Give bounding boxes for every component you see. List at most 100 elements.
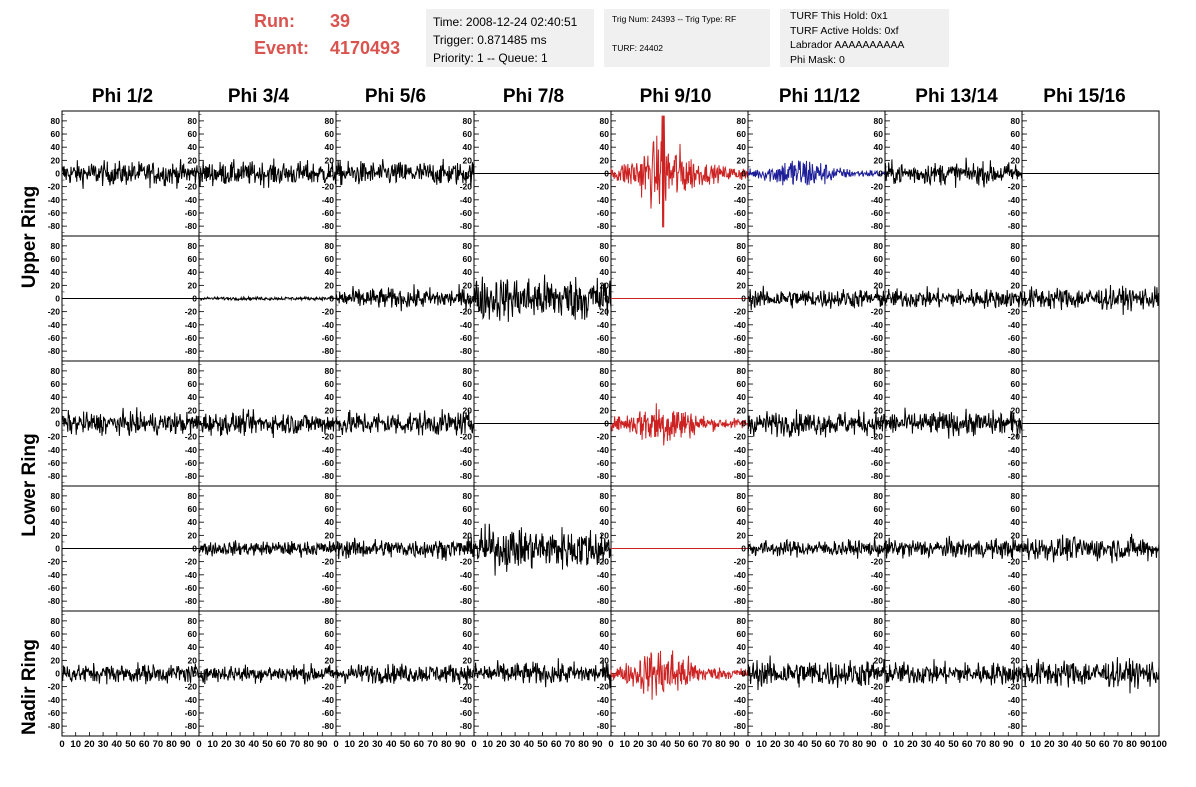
y-tick-label: 20: [463, 655, 473, 665]
x-tick-label: 90: [180, 739, 191, 750]
y-tick-label: 20: [325, 530, 335, 540]
column-title-phi-1-2: Phi 1/2: [91, 86, 154, 107]
y-tick-label: -40: [871, 445, 884, 455]
x-tick-label: 40: [524, 739, 535, 750]
x-tick-label: 40: [386, 739, 397, 750]
turf-text: TURF: 24402: [612, 43, 664, 53]
x-tick-label: 60: [688, 739, 699, 750]
y-tick-label: -80: [48, 221, 61, 231]
y-tick-label: 0: [192, 669, 197, 679]
y-tick-label: -80: [871, 221, 884, 231]
y-tick-label: 60: [737, 379, 747, 389]
y-tick-label: -40: [871, 195, 884, 205]
y-tick-label: -80: [322, 471, 335, 481]
y-tick-label: 40: [874, 642, 884, 652]
run-event-block: Run: 39 Event: 4170493: [254, 8, 400, 62]
y-tick-label: 0: [878, 294, 883, 304]
y-tick-label: -40: [185, 695, 198, 705]
y-tick-label: 0: [1015, 419, 1020, 429]
x-tick-label: 100: [1151, 739, 1167, 750]
waveform-trace: [473, 274, 612, 322]
waveform-trace: [884, 157, 1023, 188]
y-tick-label: -40: [460, 320, 473, 330]
y-tick-label: 60: [600, 129, 610, 139]
y-tick-label: 80: [737, 616, 747, 626]
y-tick-label: 20: [1011, 280, 1021, 290]
y-tick-label: -40: [322, 570, 335, 580]
y-tick-label: 0: [329, 169, 334, 179]
y-tick-label: 80: [600, 241, 610, 251]
waveform-trace: [61, 662, 200, 685]
panel-r4-c1: -80 -60 -40 -20 0 20 40 60 80: [185, 610, 337, 737]
panel-r2-c4: -80 -60 -40 -20 0 20 40 60 80: [597, 360, 749, 487]
y-tick-label: 40: [1011, 392, 1021, 402]
y-tick-label: -60: [48, 208, 61, 218]
y-tick-label: 60: [874, 254, 884, 264]
x-tick-label: 50: [811, 739, 822, 750]
panel-r3-c5: -80 -60 -40 -20 0 20 40 60 80: [734, 485, 886, 612]
x-tick-label: 90: [1140, 739, 1151, 750]
y-tick-label: 40: [737, 267, 747, 277]
waveform-trace: [1021, 284, 1160, 315]
y-tick-label: -20: [597, 432, 610, 442]
panel-frame: [473, 235, 612, 362]
y-tick-label: 0: [878, 419, 883, 429]
column-title-phi-11-12: Phi 11/12: [778, 86, 861, 107]
y-tick-label: 0: [1015, 169, 1020, 179]
y-tick-label: 60: [188, 504, 198, 514]
y-tick-label: 0: [604, 419, 609, 429]
y-tick-label: -80: [871, 471, 884, 481]
y-tick-label: 0: [467, 544, 472, 554]
y-tick-label: 40: [188, 642, 198, 652]
y-tick-label: 60: [188, 379, 198, 389]
panel-r1-c5: -80 -60 -40 -20 0 20 40 60 80: [734, 235, 886, 362]
x-tick-label: 10: [893, 739, 904, 750]
panel-r0-c7: -80 -60 -40 -20 0 20 40 60 80: [1008, 110, 1160, 237]
y-tick-label: -40: [185, 570, 198, 580]
y-tick-label: -80: [185, 471, 198, 481]
y-tick-label: 40: [463, 517, 473, 527]
y-tick-label: -60: [597, 208, 610, 218]
y-tick-label: -20: [597, 307, 610, 317]
panel-r2-c3: -80 -60 -40 -20 0 20 40 60 80: [460, 360, 612, 487]
y-tick-label: 0: [329, 419, 334, 429]
y-tick-label: 80: [1011, 366, 1021, 376]
y-tick-label: 40: [1011, 267, 1021, 277]
x-tick-label: 60: [825, 739, 836, 750]
y-tick-label: 0: [604, 169, 609, 179]
y-tick-label: 60: [188, 254, 198, 264]
y-tick-label: 40: [51, 267, 61, 277]
y-tick-label: 80: [51, 241, 61, 251]
y-tick-label: 20: [600, 530, 610, 540]
x-tick-label: 50: [400, 739, 411, 750]
y-tick-label: 60: [188, 129, 198, 139]
y-tick-label: -40: [185, 195, 198, 205]
y-tick-label: 60: [600, 379, 610, 389]
y-tick-label: 20: [874, 405, 884, 415]
y-tick-label: -20: [734, 557, 747, 567]
panel-r4-c5: -80 -60 -40 -20 0 20 40 60 80: [734, 610, 886, 737]
y-tick-label: 80: [600, 616, 610, 626]
y-tick-label: -20: [734, 182, 747, 192]
x-tick-label: 90: [729, 739, 740, 750]
y-tick-label: -20: [597, 182, 610, 192]
y-tick-label: -80: [322, 721, 335, 731]
waveform-trace: [747, 409, 886, 438]
y-tick-label: -60: [1008, 208, 1021, 218]
x-tick-label: 10: [207, 739, 218, 750]
phi-mask-text: Phi Mask: 0: [790, 53, 845, 66]
x-tick-label: 60: [276, 739, 287, 750]
y-tick-label: 0: [878, 169, 883, 179]
y-tick-label: 80: [737, 491, 747, 501]
y-tick-label: 40: [463, 392, 473, 402]
y-tick-label: 40: [188, 267, 198, 277]
x-tick-label: 50: [537, 739, 548, 750]
y-tick-label: 60: [463, 629, 473, 639]
panel-r4-c7: -80 -60 -40 -20 0 20 40 60 80: [1008, 610, 1160, 737]
y-tick-label: 40: [1011, 642, 1021, 652]
x-tick-label: 20: [907, 739, 918, 750]
y-tick-label: -20: [322, 307, 335, 317]
y-tick-label: 80: [600, 366, 610, 376]
waveform-trace: [335, 284, 475, 313]
y-tick-label: -60: [597, 458, 610, 468]
